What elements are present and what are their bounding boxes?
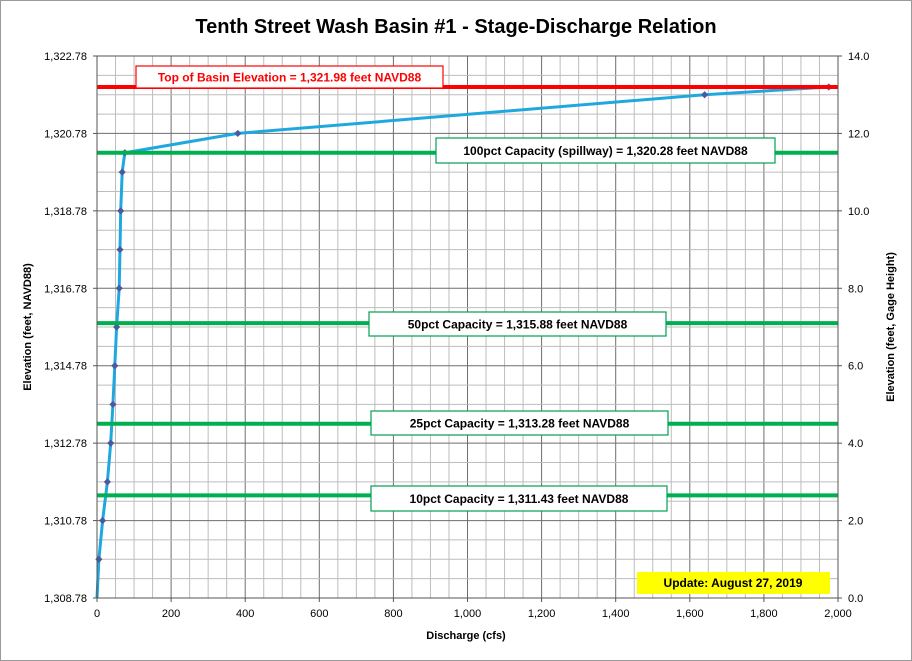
chart-title: Tenth Street Wash Basin #1 - Stage-Disch… <box>195 16 716 38</box>
y-axis-title-right: Elevation (feet, Gage Height) <box>885 252 897 402</box>
y-left-tick-label: 1,314.78 <box>44 361 87 373</box>
y-left-tick-label: 1,322.78 <box>44 51 87 63</box>
data-point-marker <box>111 362 119 370</box>
data-point-marker <box>103 478 111 486</box>
update-annotation: Update: August 27, 2019 <box>637 572 830 594</box>
data-point-marker <box>234 129 242 138</box>
series-line <box>95 85 829 599</box>
y-left-tick-label: 1,320.78 <box>44 128 87 140</box>
data-point-marker <box>98 516 107 525</box>
x-tick-label: 1,800 <box>750 608 778 620</box>
x-tick-label: 400 <box>236 608 254 620</box>
data-point-marker <box>701 91 709 99</box>
y-right-tick-label: 4.0 <box>848 438 863 450</box>
y-left-tick-label: 1,308.78 <box>44 593 87 605</box>
reference-lines: Top of Basin Elevation = 1,321.98 feet N… <box>97 65 838 512</box>
reference-label: 25pct Capacity = 1,313.28 feet NAVD88 <box>410 417 630 431</box>
reference-label-box <box>368 311 667 337</box>
y-left-tick-label: 1,312.78 <box>44 438 87 450</box>
data-point-marker <box>107 439 115 447</box>
y-axis-title-left: Elevation (feet, NAVD88) <box>22 263 34 391</box>
y-left-tick-label: 1,310.78 <box>44 516 87 528</box>
x-tick-label: 200 <box>162 608 180 620</box>
x-tick-label: 600 <box>310 608 328 620</box>
update-annotation-text: Update: August 27, 2019 <box>664 576 803 590</box>
y-left-tick-label: 1,318.78 <box>44 206 87 218</box>
data-point-marker <box>113 323 121 331</box>
data-point-marker <box>116 245 124 254</box>
reference-label-box <box>135 65 444 89</box>
x-tick-label: 1,400 <box>602 608 630 620</box>
y-left-tick-label: 1,316.78 <box>44 283 87 295</box>
y-right-tick-label: 0.0 <box>848 593 863 605</box>
reference-label: 10pct Capacity = 1,311.43 feet NAVD88 <box>410 492 629 506</box>
data-point-marker <box>115 284 123 292</box>
reference-label: 50pct Capacity = 1,315.88 feet NAVD88 <box>408 318 628 332</box>
update-annotation-box <box>637 572 830 594</box>
y-right-tick-label: 6.0 <box>848 361 863 373</box>
x-tick-label: 800 <box>384 608 402 620</box>
x-tick-label: 1,200 <box>528 608 556 620</box>
data-point-marker <box>118 168 126 176</box>
reference-label-box <box>435 137 776 164</box>
reference-label-box <box>370 410 669 436</box>
axes: 0 200 400 600 800 1,000 1,200 1,400 1,600 1,800 2,… <box>44 51 869 620</box>
y-right-tick-label: 8.0 <box>848 283 863 295</box>
y-right-tick-label: 10.0 <box>848 206 869 218</box>
x-tick-label: 2,000 <box>824 608 852 620</box>
y-right-tick-label: 12.0 <box>848 128 869 140</box>
y-right-tick-label: 14.0 <box>848 51 869 63</box>
x-axis-title: Discharge (cfs) <box>426 630 506 642</box>
data-point-marker <box>117 207 125 215</box>
x-tick-label: 1,000 <box>454 608 482 620</box>
data-point-marker <box>109 400 117 409</box>
reference-label-box <box>370 485 668 512</box>
y-right-tick-label: 2.0 <box>848 516 863 528</box>
x-tick-label: 1,600 <box>676 608 704 620</box>
reference-label: 100pct Capacity (spillway) = 1,320.28 fe… <box>463 144 748 158</box>
reference-label: Top of Basin Elevation = 1,321.98 feet N… <box>158 71 422 85</box>
x-tick-label: 0 <box>94 608 100 620</box>
